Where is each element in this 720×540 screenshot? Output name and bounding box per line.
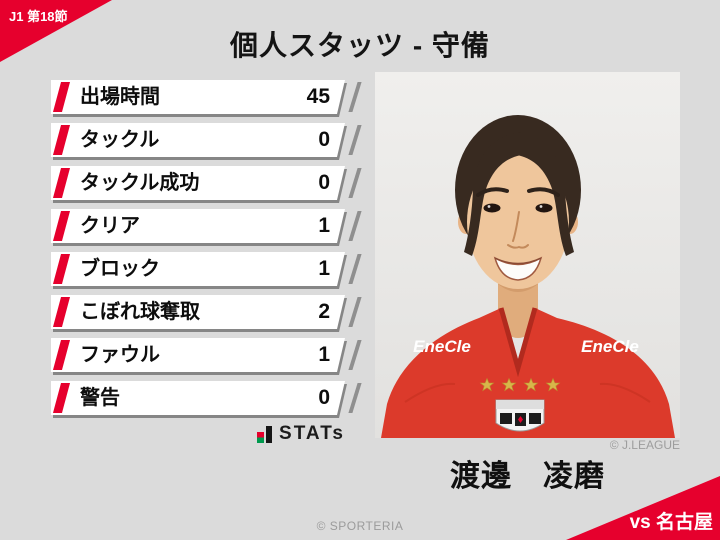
row-background: [51, 252, 345, 286]
page-title: 個人スタッツ - 守備: [230, 30, 490, 61]
row-background: [51, 209, 345, 243]
row-background: [51, 381, 345, 415]
stat-value: 1: [318, 214, 330, 237]
stat-label: タックル成功: [80, 172, 200, 194]
club-crest: [495, 399, 545, 432]
stats-list: 出場時間 45 タックル 0 タックル成功 0 クリア 1: [51, 80, 363, 424]
stat-value: 45: [306, 85, 330, 108]
stats-logo: STATs: [51, 423, 345, 443]
stat-value: 1: [318, 257, 330, 280]
stat-value: 0: [318, 128, 330, 151]
opponent-badge-label: vs 名古屋: [629, 512, 713, 533]
sponsor-left: EneCle: [413, 337, 471, 356]
slash-decoration: [348, 125, 362, 155]
row-background: [51, 123, 345, 157]
stat-label: こぼれ球奪取: [80, 301, 200, 323]
stat-row: ファウル 1: [51, 338, 363, 372]
stat-row: こぼれ球奪取 2: [51, 295, 363, 329]
sponsor-right: EneCle: [581, 337, 639, 356]
stat-row: タックル 0: [51, 123, 363, 157]
slash-decoration: [348, 340, 362, 370]
slash-decoration: [348, 168, 362, 198]
smile: [493, 256, 543, 281]
stat-row: 警告 0: [51, 381, 363, 415]
slash-decoration: [348, 211, 362, 241]
row-background: [51, 295, 345, 329]
slash-decoration: [348, 82, 362, 112]
site-credit: © SPORTERIA: [316, 519, 404, 533]
row-background: [51, 80, 345, 114]
slash-decoration: [348, 383, 362, 413]
stats-logo-text: STATs: [279, 423, 345, 444]
stat-value: 2: [318, 300, 330, 323]
stat-label: 出場時間: [80, 86, 160, 108]
photo-credit: © J.LEAGUE: [609, 438, 680, 452]
slash-decoration: [348, 254, 362, 284]
stat-label: ブロック: [80, 258, 160, 280]
stat-row: ブロック 1: [51, 252, 363, 286]
eyes: [483, 203, 501, 213]
round-badge-label: J1 第18節: [9, 9, 68, 24]
stat-row: タックル成功 0: [51, 166, 363, 200]
player-name: 渡邊 凌磨: [450, 460, 605, 493]
stat-label: 警告: [80, 387, 120, 409]
player-photo: EneCle EneCle: [375, 72, 680, 438]
stat-label: クリア: [80, 215, 140, 237]
jersey: [381, 308, 675, 438]
row-background: [51, 338, 345, 372]
stat-label: タックル: [80, 129, 160, 151]
stat-value: 0: [318, 171, 330, 194]
stat-value: 0: [318, 386, 330, 409]
nose: [507, 211, 529, 249]
bar-chart-icon: [257, 425, 273, 443]
stat-value: 1: [318, 343, 330, 366]
eyebrows: [476, 187, 509, 197]
slash-decoration: [348, 297, 362, 327]
row-background: [51, 166, 345, 200]
stat-label: ファウル: [80, 344, 160, 366]
stat-row: クリア 1: [51, 209, 363, 243]
stat-row: 出場時間 45: [51, 80, 363, 114]
